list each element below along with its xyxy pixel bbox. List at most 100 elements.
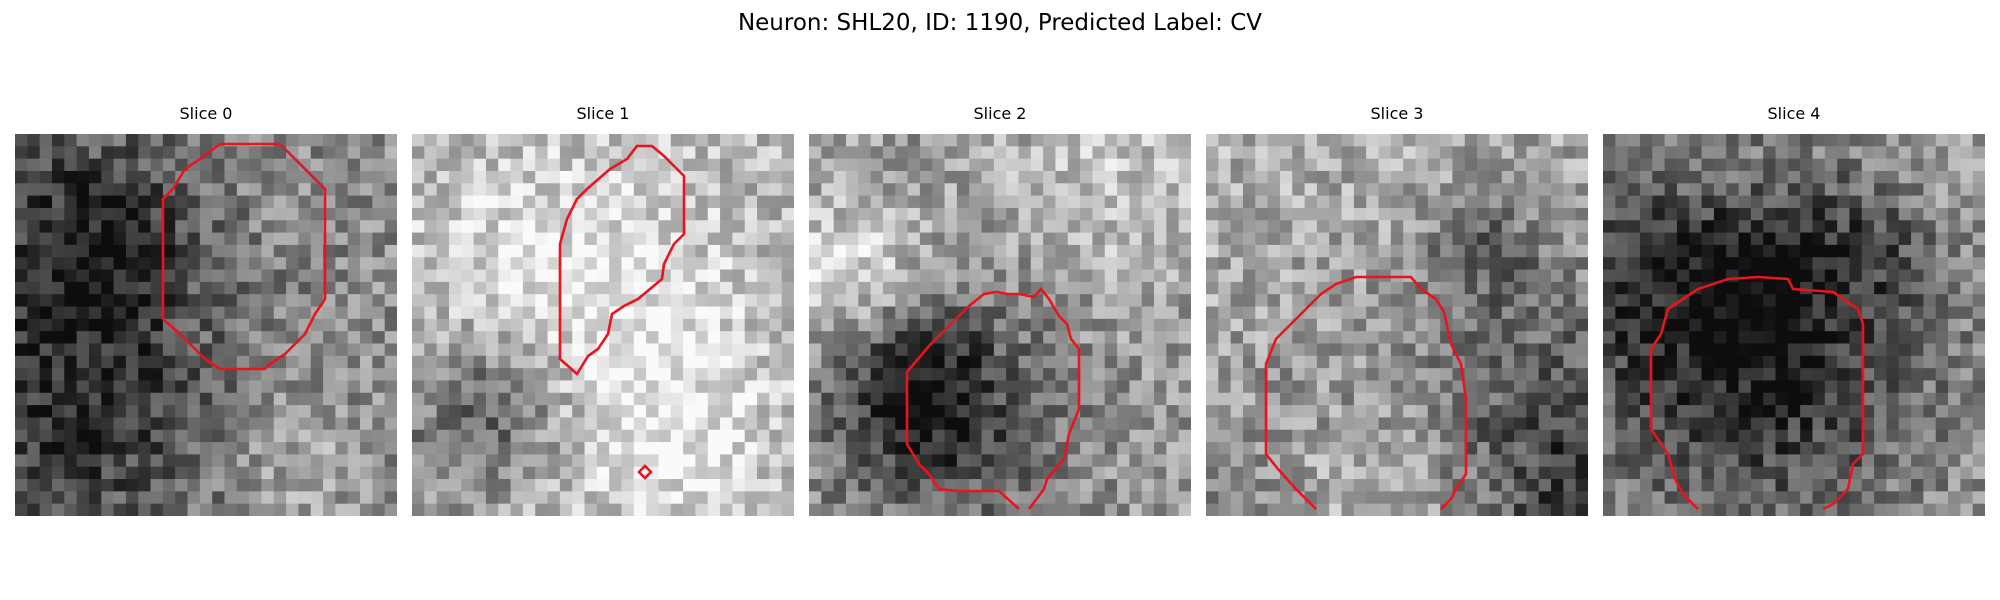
image-pixel xyxy=(1575,146,1588,160)
image-pixel xyxy=(347,269,361,283)
image-pixel xyxy=(907,392,921,406)
image-pixel xyxy=(236,232,250,246)
image-pixel xyxy=(1141,195,1155,209)
image-pixel xyxy=(781,392,794,406)
image-pixel xyxy=(1603,306,1616,320)
image-pixel xyxy=(1178,183,1191,197)
image-pixel xyxy=(1329,220,1343,234)
image-pixel xyxy=(1230,170,1244,184)
image-pixel xyxy=(1575,134,1588,147)
image-pixel xyxy=(1129,442,1143,455)
image-pixel xyxy=(1948,417,1961,431)
image-pixel xyxy=(199,294,213,308)
image-pixel xyxy=(1800,355,1814,369)
image-pixel xyxy=(1489,331,1503,345)
image-pixel xyxy=(1166,306,1180,320)
image-pixel xyxy=(732,146,746,160)
image-pixel xyxy=(845,207,859,221)
image-pixel xyxy=(1464,417,1478,431)
image-pixel xyxy=(51,232,65,246)
image-pixel xyxy=(323,466,336,480)
image-pixel xyxy=(1341,392,1355,406)
image-pixel xyxy=(956,170,970,184)
image-pixel xyxy=(870,220,884,234)
image-pixel xyxy=(138,183,152,197)
image-pixel xyxy=(572,207,586,221)
image-pixel xyxy=(1738,294,1752,308)
slice-image xyxy=(1206,134,1588,516)
image-pixel xyxy=(547,454,561,468)
image-pixel xyxy=(1489,380,1503,394)
image-pixel xyxy=(1861,294,1875,308)
image-pixel xyxy=(1378,170,1392,184)
image-pixel xyxy=(809,183,822,197)
image-pixel xyxy=(821,146,835,160)
image-pixel xyxy=(1526,134,1540,147)
image-pixel xyxy=(769,442,783,455)
image-pixel xyxy=(1353,466,1367,480)
image-pixel xyxy=(64,244,78,258)
image-pixel xyxy=(1750,257,1764,271)
image-pixel xyxy=(1787,195,1801,209)
image-pixel xyxy=(448,281,462,295)
image-pixel xyxy=(125,269,139,283)
image-pixel xyxy=(1627,442,1641,455)
image-pixel xyxy=(1800,281,1814,295)
image-pixel xyxy=(1575,183,1588,197)
image-pixel xyxy=(609,146,623,160)
image-pixel xyxy=(720,257,733,271)
image-pixel xyxy=(1874,269,1888,283)
image-pixel xyxy=(1861,479,1875,492)
image-pixel xyxy=(384,220,397,234)
image-pixel xyxy=(1726,343,1740,357)
image-pixel xyxy=(821,380,835,394)
image-pixel xyxy=(310,503,324,516)
image-pixel xyxy=(39,244,53,258)
image-pixel xyxy=(522,281,536,295)
image-pixel xyxy=(1676,442,1690,455)
image-pixel xyxy=(1639,343,1653,357)
image-pixel xyxy=(1166,355,1180,369)
image-pixel xyxy=(858,294,872,308)
image-pixel xyxy=(1366,306,1380,320)
image-pixel xyxy=(1378,232,1392,246)
image-pixel xyxy=(993,442,1007,455)
image-pixel xyxy=(510,146,524,160)
image-pixel xyxy=(1080,257,1094,271)
image-pixel xyxy=(1972,466,1985,480)
image-pixel xyxy=(1279,183,1293,197)
image-pixel xyxy=(1923,269,1937,283)
image-pixel xyxy=(175,294,189,308)
image-pixel xyxy=(621,281,635,295)
image-pixel xyxy=(273,442,287,455)
image-pixel xyxy=(101,380,115,394)
image-pixel xyxy=(658,466,672,480)
image-pixel xyxy=(212,183,226,197)
image-pixel xyxy=(1178,207,1191,221)
image-pixel xyxy=(1526,417,1540,431)
image-pixel xyxy=(360,466,373,480)
image-pixel xyxy=(1526,331,1540,345)
image-pixel xyxy=(249,183,263,197)
image-pixel xyxy=(956,195,970,209)
image-pixel xyxy=(1329,343,1343,357)
image-pixel xyxy=(27,244,41,258)
image-pixel xyxy=(1452,306,1466,320)
image-pixel xyxy=(1812,479,1826,492)
image-pixel xyxy=(956,158,970,172)
image-pixel xyxy=(1489,392,1503,406)
image-pixel xyxy=(609,331,623,345)
image-pixel xyxy=(845,294,859,308)
image-pixel xyxy=(707,232,721,246)
image-pixel xyxy=(956,318,970,332)
image-pixel xyxy=(1129,232,1143,246)
image-pixel xyxy=(720,454,733,468)
image-pixel xyxy=(809,331,822,345)
image-pixel xyxy=(51,183,65,197)
image-pixel xyxy=(138,220,152,234)
image-pixel xyxy=(212,343,226,357)
image-pixel xyxy=(1390,355,1404,369)
image-pixel xyxy=(1206,454,1219,468)
image-pixel xyxy=(1551,392,1564,406)
image-pixel xyxy=(858,380,872,394)
